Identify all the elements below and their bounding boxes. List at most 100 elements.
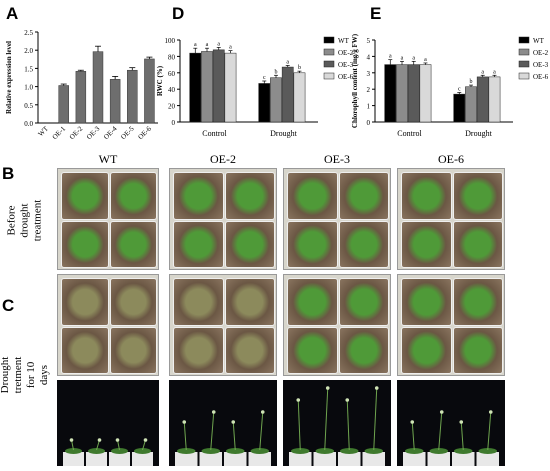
pot	[313, 452, 336, 466]
chart-e-ytick-label: 2	[367, 86, 371, 94]
plant-pot	[452, 326, 503, 374]
chart-a-xtick-label: WT	[37, 124, 51, 138]
chart-d-bar-oe-2-control	[201, 51, 213, 123]
chart-d-rwc: 0 20 40 60 80 100 a a a a Control c b a b Drought RWC (%…	[156, 36, 354, 138]
flower	[182, 420, 187, 424]
chart-e-sig-letter: a	[481, 69, 484, 75]
bolting-plants-drawing	[175, 410, 271, 466]
pot	[289, 452, 312, 466]
stem	[411, 421, 415, 451]
chart-a-bar-oe-1	[58, 85, 69, 124]
photo-before-oe3	[283, 168, 391, 270]
plant-pot	[109, 278, 157, 326]
chart-e-sig-letter: a	[401, 55, 404, 61]
chart-e-ytick-label: 5	[367, 37, 371, 45]
rosette	[478, 448, 497, 454]
chart-d-bar-oe-3-control	[212, 49, 225, 123]
chart-e-sig-letter: a	[412, 55, 415, 61]
bolting-plants-drawing	[403, 410, 499, 466]
plant-pot	[452, 172, 503, 220]
chart-e-legend-label-wt: WT	[533, 37, 545, 45]
chart-e-bar-oe-6-drought	[488, 76, 501, 123]
plant-pot	[61, 172, 109, 220]
chart-d-bar-oe-3-drought	[281, 66, 294, 123]
pot	[175, 452, 198, 466]
chart-d-sig-letter: a	[217, 41, 220, 47]
plant-pot	[287, 326, 338, 374]
row-label-after-wrapper: Drought tretment for 10 days	[0, 280, 50, 470]
flower	[374, 386, 379, 390]
chart-a-xtick-label: OE-5	[119, 124, 136, 141]
chart-e-legend-swatch-wt	[518, 36, 530, 44]
stem	[324, 387, 329, 451]
chart-a-xtick-label: OE-4	[102, 124, 119, 141]
chart-e-sig-letter: a	[493, 69, 496, 75]
panel-letter-b: B	[2, 164, 15, 183]
chart-d-legend-swatch-oe-3	[323, 60, 335, 68]
chart-d-ytick-label: 80	[168, 53, 176, 61]
chart-e-chlorophyll: 0 1 2 3 4 5 a a a a Control c b a a Drought Chlorophyll …	[351, 33, 549, 138]
photo-after-oe3	[283, 274, 391, 376]
plant-pot	[173, 220, 224, 268]
chart-d-legend-label-oe-6: OE-6	[338, 73, 354, 81]
pot	[86, 452, 107, 466]
plant-pot	[401, 278, 452, 326]
chart-e-legend-label-oe-6: OE-6	[533, 73, 549, 81]
chart-a-ytick-label: 0.0	[24, 120, 33, 128]
chart-e-bar-oe-2-control	[396, 64, 408, 123]
plant-pot	[287, 278, 338, 326]
chart-e-ytick-label: 1	[367, 103, 371, 111]
plant-pot	[224, 220, 275, 268]
chart-e-ytick-label: 0	[367, 119, 371, 127]
chart-a-expression: 0.0 0.5 1.0 1.5 2.0 2.5 WT OE-1 OE-2 OE-3 OE-4 OE-5…	[5, 29, 158, 141]
rosette	[88, 448, 105, 454]
chart-e-bar-wt-drought	[453, 93, 466, 123]
stem	[183, 421, 187, 451]
rosette	[111, 448, 128, 454]
stem	[438, 411, 443, 451]
chart-d-bar-wt-drought	[258, 83, 271, 123]
plant-pot	[224, 278, 275, 326]
plant-pot	[173, 278, 224, 326]
flower	[439, 410, 444, 414]
bolting-plants-drawing	[289, 386, 385, 466]
chart-a-ylabel: Relative expression level	[5, 41, 13, 114]
chart-d-ytick-label: 20	[168, 103, 176, 111]
flower	[488, 410, 493, 414]
chart-d-legend-label-oe-3: OE-3	[338, 61, 354, 69]
stem	[210, 411, 215, 451]
plant-pot	[109, 220, 157, 268]
chart-a-bar-oe-4	[109, 79, 121, 124]
chart-d-sig-letter: b	[298, 65, 301, 71]
column-header-oe6: OE-6	[438, 152, 464, 166]
pot	[248, 452, 271, 466]
chart-a-bar-oe-5	[127, 69, 138, 124]
chart-d-xtick-label-control: Control	[202, 129, 227, 138]
column-header-oe3: OE-3	[324, 152, 350, 166]
flower	[325, 386, 330, 390]
rosette	[364, 448, 383, 454]
plant-pot	[338, 326, 389, 374]
plant-pot	[401, 220, 452, 268]
stem	[373, 387, 378, 451]
chart-a-xtick-label: OE-1	[51, 124, 68, 141]
pot	[362, 452, 385, 466]
chart-d-bar-oe-2-drought	[270, 77, 282, 123]
photo-before-oe6	[397, 168, 505, 270]
chart-d-sig-letter: a	[194, 42, 197, 48]
chart-e-bar-wt-control	[384, 64, 397, 123]
flower	[97, 438, 102, 442]
chart-d-legend-label-wt: WT	[338, 37, 350, 45]
chart-a-bar-oe-3	[92, 51, 104, 124]
chart-e-bar-oe-2-drought	[465, 86, 477, 123]
plant-pot	[109, 326, 157, 374]
chart-e-sig-letter: a	[389, 54, 392, 60]
flower	[345, 398, 350, 402]
flower	[211, 410, 216, 414]
photo-bolting-oe6	[397, 380, 505, 466]
chart-e-xtick-label-control: Control	[397, 129, 422, 138]
chart-a-xtick-label: OE-2	[68, 124, 85, 141]
chart-d-xtick-label-drought: Drought	[270, 129, 297, 138]
pot	[224, 452, 247, 466]
rosette	[340, 448, 359, 454]
